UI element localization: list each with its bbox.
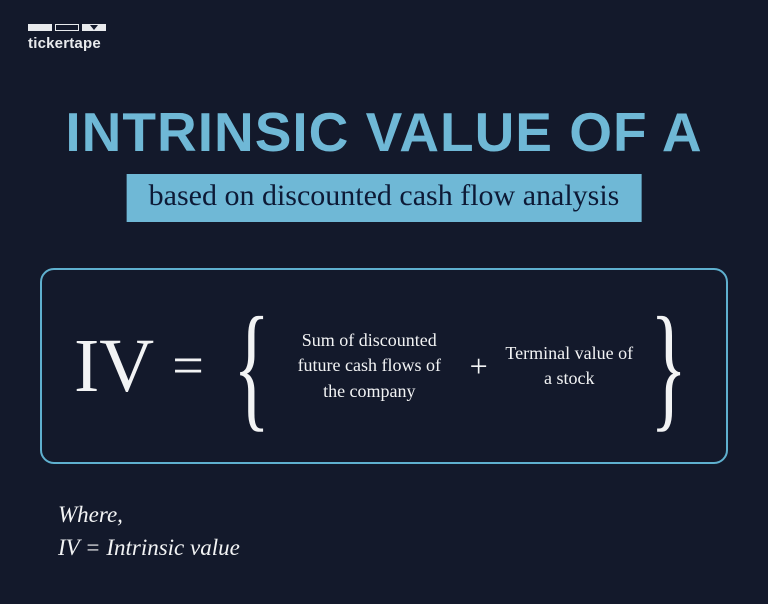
logo-bar-icon [28, 24, 52, 31]
brace-close-icon: } [650, 307, 687, 426]
logo-text: tickertape [28, 35, 106, 52]
where-definition: IV = Intrinsic value [58, 531, 240, 564]
logo: tickertape [28, 24, 106, 52]
formula-lhs: IV [74, 328, 154, 404]
subtitle: based on discounted cash flow analysis [127, 174, 642, 222]
where-block: Where, IV = Intrinsic value [58, 498, 240, 565]
formula-term-1: Sum of discounted future cash flows of t… [285, 328, 454, 404]
formula-box: IV = { Sum of discounted future cash flo… [40, 268, 728, 464]
formula-plus: + [470, 348, 488, 385]
logo-mark [28, 24, 106, 31]
brace-open-icon: { [233, 307, 270, 426]
where-label: Where, [58, 498, 240, 531]
logo-bar-icon [55, 24, 79, 31]
formula-term-2: Terminal value of a stock [504, 341, 635, 391]
logo-triangle-icon [82, 24, 106, 31]
formula-equals: = [172, 334, 204, 398]
subtitle-wrap: based on discounted cash flow analysis [127, 174, 642, 222]
